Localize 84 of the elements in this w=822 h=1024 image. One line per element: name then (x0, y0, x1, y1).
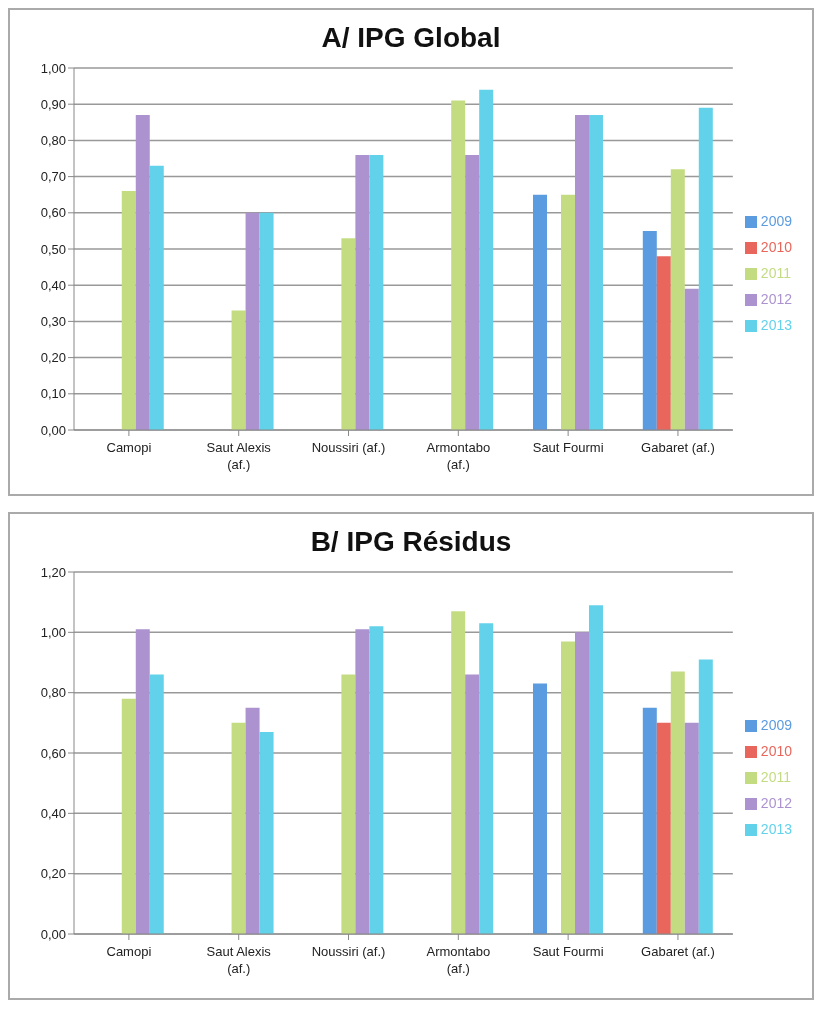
bar (231, 722, 246, 934)
y-tick-label: 0,80 (40, 685, 66, 701)
legend-label: 2012 (760, 795, 792, 811)
y-tick-label: 0,90 (40, 96, 66, 112)
y-tick-label: 0,10 (40, 386, 66, 402)
bar (465, 674, 480, 934)
bar (574, 115, 589, 430)
bar (355, 154, 370, 430)
bar (465, 154, 480, 430)
bar (451, 611, 466, 934)
legend-label: 2011 (760, 265, 791, 281)
x-tick-label: Armontabo (af.) (426, 944, 491, 976)
y-tick-label: 1,00 (40, 60, 66, 76)
legend-label: 2009 (760, 213, 792, 229)
bar (369, 626, 384, 934)
bar (560, 194, 575, 430)
chart-title: B/ IPG Résidus (309, 526, 513, 559)
bar (149, 674, 164, 934)
legend-label: 2009 (760, 717, 792, 733)
x-tick-label: Gabaret (af.) (641, 440, 715, 455)
y-tick-label: 0,20 (40, 866, 66, 882)
x-tick-label: Camopi (106, 944, 152, 959)
x-tick-label: Noussiri (af.) (311, 944, 386, 959)
legend-label: 2013 (760, 821, 792, 837)
bar (149, 165, 164, 430)
bar (121, 191, 136, 430)
x-tick-label: Armontabo (af.) (426, 440, 491, 472)
y-tick-label: 0,20 (40, 350, 66, 366)
bar (684, 288, 699, 430)
y-tick-label: 0,40 (40, 277, 66, 293)
y-tick-label: 0,00 (40, 926, 66, 942)
bar (588, 115, 603, 430)
bar (698, 107, 713, 430)
bar (135, 115, 150, 430)
bar (245, 212, 260, 430)
legend-label: 2010 (760, 743, 792, 759)
x-tick-label: Saut Fourmi (532, 944, 604, 959)
bar (532, 194, 547, 430)
legend-label: 2013 (760, 317, 792, 333)
bar (574, 632, 589, 934)
bar (259, 212, 274, 430)
bar (341, 674, 356, 934)
bar (121, 698, 136, 934)
legend-label: 2010 (760, 239, 792, 255)
bar (451, 100, 466, 430)
y-tick-label: 0,70 (40, 169, 66, 185)
bar (479, 623, 494, 934)
legend-label: 2012 (760, 291, 792, 307)
bar (245, 707, 260, 934)
bar (231, 310, 246, 430)
y-tick-label: 1,00 (40, 624, 66, 640)
legend-label: 2011 (760, 769, 791, 785)
bar (684, 722, 699, 934)
chart-title: A/ IPG Global (320, 22, 502, 55)
bar (532, 683, 547, 934)
y-tick-label: 0,00 (40, 422, 66, 438)
y-tick-label: 0,30 (40, 314, 66, 330)
bar (670, 671, 685, 934)
y-tick-label: 0,80 (40, 133, 66, 149)
x-tick-label: Saut Fourmi (532, 440, 604, 455)
y-tick-label: 1,20 (40, 564, 66, 580)
x-tick-label: Gabaret (af.) (641, 944, 715, 959)
y-tick-label: 0,50 (40, 241, 66, 257)
bar (642, 707, 657, 934)
bar (656, 722, 671, 934)
y-tick-label: 0,60 (40, 205, 66, 221)
x-tick-label: Noussiri (af.) (311, 440, 386, 455)
bar (656, 256, 671, 430)
bar (642, 230, 657, 430)
bar (588, 605, 603, 934)
bar (560, 641, 575, 934)
bar (355, 629, 370, 934)
x-tick-label: Saut Alexis (af.) (206, 944, 272, 976)
bar (341, 238, 356, 430)
bar (670, 169, 685, 430)
bar (369, 154, 384, 430)
y-tick-label: 0,60 (40, 745, 66, 761)
bar (479, 89, 494, 430)
bar (259, 731, 274, 934)
bar (135, 629, 150, 934)
x-tick-label: Saut Alexis (af.) (206, 440, 272, 472)
x-tick-label: Camopi (106, 440, 152, 455)
bar (698, 659, 713, 934)
y-tick-label: 0,40 (40, 805, 66, 821)
